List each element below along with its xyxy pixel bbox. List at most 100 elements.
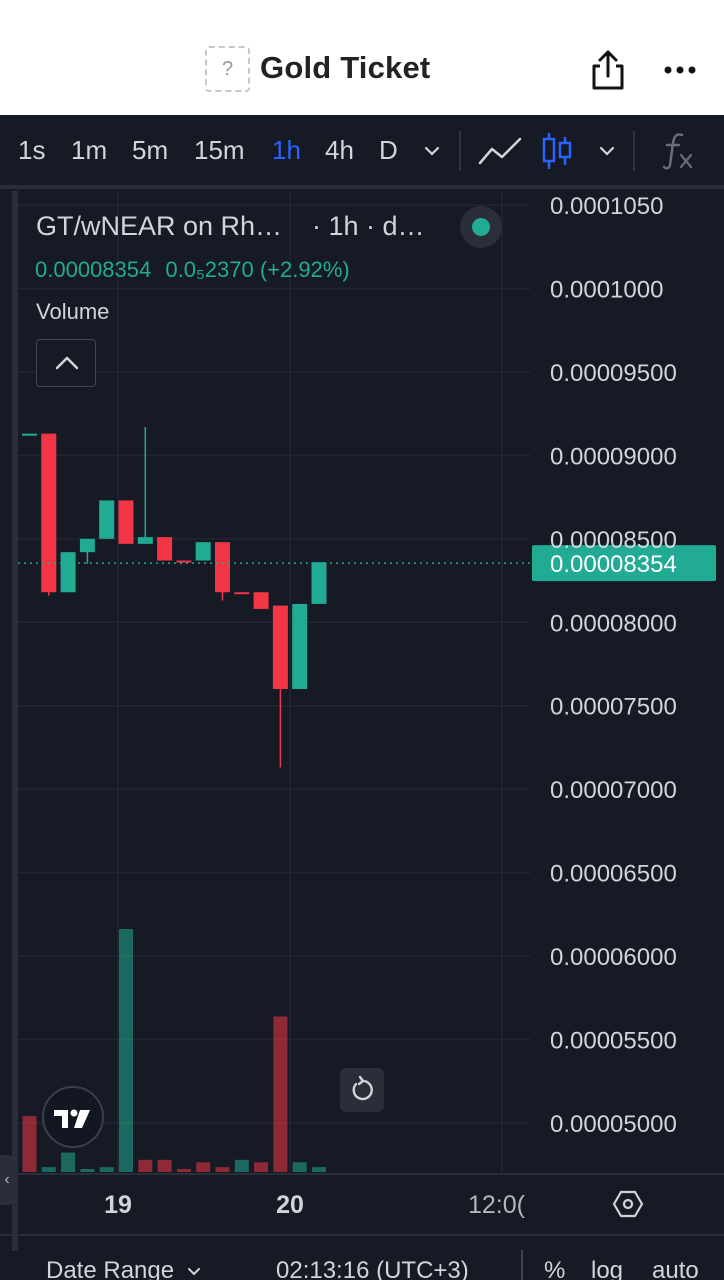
bottom-bar-border (0, 1234, 724, 1236)
volume-bars (22, 929, 326, 1172)
tradingview-logo[interactable] (42, 1086, 104, 1148)
chevron-down-icon (187, 1268, 200, 1276)
candle-body (22, 433, 37, 436)
time-tick-label: 19 (104, 1191, 132, 1219)
market-status-indicator (460, 206, 502, 248)
candle (22, 433, 37, 436)
candle-body (311, 562, 327, 604)
candle-body (272, 605, 288, 690)
candle (99, 500, 115, 539)
timeframe-d[interactable]: D (379, 135, 398, 165)
price-tick-label: 0.0001000 (550, 276, 663, 303)
time-axis: 19 20 12:0( (104, 1191, 526, 1219)
log-scale-toggle[interactable]: log (591, 1257, 624, 1280)
candle-body (215, 542, 230, 593)
candle (118, 500, 134, 544)
legend-volume-label: Volume (36, 299, 110, 324)
reset-chart-button[interactable] (340, 1068, 384, 1112)
candle-body (195, 542, 211, 561)
more-icon[interactable] (660, 58, 700, 82)
last-price-badge (532, 545, 716, 582)
legend-last-price: 0.00008354 (35, 257, 152, 282)
left-edge-bar (12, 191, 18, 1251)
volume-bar (41, 1167, 56, 1172)
toolbar-divider (633, 131, 635, 171)
candle-body (99, 500, 115, 539)
percent-scale-toggle[interactable]: % (544, 1257, 566, 1280)
candle (272, 605, 288, 768)
legend-symbol[interactable]: GT/wNEAR on Rh… (36, 211, 283, 241)
price-tick-label: 0.0001050 (550, 193, 663, 220)
candle-body (157, 537, 173, 561)
chevron-down-icon[interactable] (596, 143, 618, 159)
volume-bar (22, 1116, 37, 1172)
candle (292, 603, 308, 690)
candle (137, 426, 153, 544)
timeframe-1s[interactable]: 1s (18, 135, 46, 165)
legend-interval: · 1h · d… (312, 211, 425, 241)
volume-bar (99, 1167, 114, 1172)
candle (195, 542, 211, 561)
candle-body (253, 592, 269, 609)
timeframe-1h[interactable]: 1h (272, 135, 301, 165)
auto-scale-toggle[interactable]: auto (652, 1257, 699, 1280)
chevron-up-icon (55, 356, 79, 370)
last-price-line: 0.00008354 (18, 545, 716, 582)
chevron-down-icon[interactable] (421, 143, 443, 159)
page-title: Gold Ticket (260, 50, 431, 85)
bottom-divider (521, 1250, 523, 1280)
volume-bar (254, 1162, 269, 1172)
price-chart[interactable]: 0.00008354 0.0001050 0.0001000 0.00009500 0… (0, 115, 724, 1280)
line-chart-icon[interactable] (476, 133, 524, 169)
volume-bar (312, 1167, 326, 1172)
price-tick-label: 0.00008500 (550, 527, 677, 554)
date-range-label: Date Range (46, 1257, 175, 1280)
candle (60, 552, 76, 593)
price-tick-label: 0.00008000 (550, 610, 677, 637)
reset-icon (352, 1075, 373, 1101)
candle-body (118, 500, 134, 544)
candlestick-icon[interactable] (540, 129, 574, 173)
chart-toolbar: 1s 1m 5m 15m 1h 4h D (0, 115, 724, 187)
hexagon-settings-icon[interactable] (612, 1188, 644, 1220)
candle-body (176, 560, 192, 563)
chart-widget: 1s 1m 5m 15m 1h 4h D (0, 115, 724, 1280)
timeframe-4h[interactable]: 4h (325, 135, 354, 165)
candle (215, 542, 230, 601)
date-range-button[interactable]: Date Range (46, 1257, 203, 1280)
price-tick-label: 0.00006500 (550, 861, 677, 888)
clock-timezone[interactable]: 02:13:16 (UTC+3) (276, 1257, 469, 1280)
share-icon[interactable] (588, 48, 628, 92)
toolbar-border (0, 185, 724, 189)
token-placeholder-icon: ? (205, 46, 250, 92)
candle (311, 562, 327, 604)
price-tick-label: 0.00005500 (550, 1028, 677, 1055)
candle-body (60, 552, 76, 593)
price-tick-label: 0.00005000 (550, 1111, 677, 1138)
volume-bar (138, 1159, 153, 1172)
volume-bar (157, 1159, 172, 1172)
candle-body (79, 538, 95, 553)
candle (253, 592, 269, 609)
toolbar-divider (459, 131, 461, 171)
timeframe-1m[interactable]: 1m (71, 135, 108, 165)
volume-bar (196, 1162, 211, 1172)
time-axis-border (18, 1173, 724, 1175)
price-tick-label: 0.00006000 (550, 944, 677, 971)
price-tick-label: 0.00007500 (550, 694, 677, 721)
timeframe-15m[interactable]: 15m (194, 135, 245, 165)
grid-lines (18, 191, 530, 1173)
function-icon[interactable] (662, 129, 696, 173)
time-tick-label: 12:0( (468, 1191, 526, 1219)
price-tick-label: 0.00009500 (550, 360, 677, 387)
tradingview-logo-icon (54, 1109, 90, 1128)
left-panel-toggle[interactable]: ‹ (0, 1155, 14, 1205)
legend-change: 0.0₅2370 (+2.92%) (165, 257, 350, 282)
candle (157, 537, 173, 561)
candle-body (234, 592, 250, 595)
collapse-legend-button[interactable] (36, 339, 96, 387)
header: ? Gold Ticket (0, 0, 724, 115)
status-dot (472, 218, 490, 236)
timeframe-5m[interactable]: 5m (132, 135, 169, 165)
last-price-label: 0.00008354 (550, 551, 677, 578)
